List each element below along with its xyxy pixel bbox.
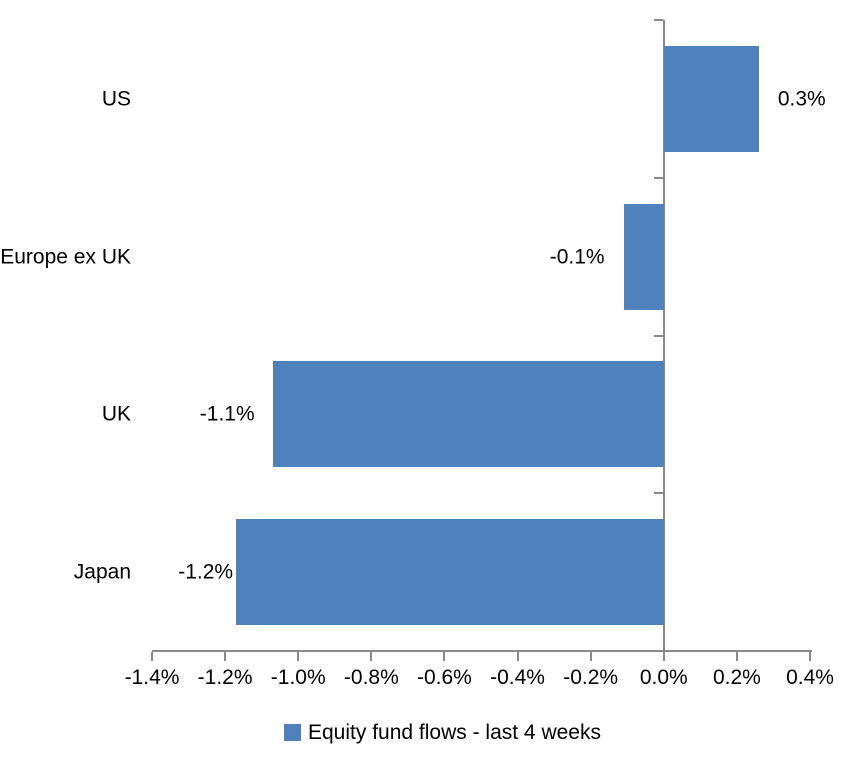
bar xyxy=(236,519,664,626)
x-tick-label: 0.2% xyxy=(712,666,761,689)
x-axis-tick xyxy=(370,652,373,661)
category-axis-tick xyxy=(653,176,663,179)
x-axis-tick xyxy=(809,652,811,661)
category-label: Europe ex UK xyxy=(0,245,131,269)
bar-value-label: -1.2% xyxy=(178,560,234,584)
x-tick-label: -0.2% xyxy=(563,666,619,689)
bar xyxy=(623,203,664,310)
category-label: Japan xyxy=(73,560,131,584)
legend: Equity fund flows - last 4 weeks xyxy=(284,721,601,744)
category-axis-tick xyxy=(653,19,663,21)
bar-value-label: -0.1% xyxy=(549,245,605,269)
bar xyxy=(663,45,759,152)
x-tick-label: -0.4% xyxy=(490,666,545,689)
legend-label: Equity fund flows - last 4 weeks xyxy=(308,721,601,744)
x-axis-tick xyxy=(443,652,446,661)
bar-value-label: 0.3% xyxy=(777,87,826,111)
x-tick-label: 0.0% xyxy=(639,666,688,689)
x-axis-tick xyxy=(224,652,227,661)
x-tick-label: -1.4% xyxy=(124,666,180,689)
category-axis-tick xyxy=(653,492,663,495)
bar xyxy=(272,361,664,468)
category-label: UK xyxy=(101,402,131,426)
x-axis-line xyxy=(152,650,812,652)
x-axis-tick xyxy=(735,652,738,661)
category-axis-tick xyxy=(653,650,663,652)
x-axis-tick xyxy=(151,652,153,661)
x-tick-label: -0.6% xyxy=(417,666,472,689)
legend-series-marker-icon xyxy=(284,724,301,742)
category-axis-tick xyxy=(653,334,663,337)
bar-value-label: -1.1% xyxy=(199,402,255,426)
x-tick-label: -1.2% xyxy=(197,666,253,689)
x-axis-tick xyxy=(516,652,519,661)
x-axis-tick xyxy=(589,652,592,661)
x-tick-label: -0.8% xyxy=(343,666,399,689)
category-label: US xyxy=(101,87,131,111)
zero-axis-line xyxy=(662,20,665,653)
x-axis-tick xyxy=(662,652,665,661)
x-tick-label: 0.4% xyxy=(786,666,834,689)
x-tick-label: -1.0% xyxy=(270,666,326,689)
x-axis-tick xyxy=(297,652,300,661)
